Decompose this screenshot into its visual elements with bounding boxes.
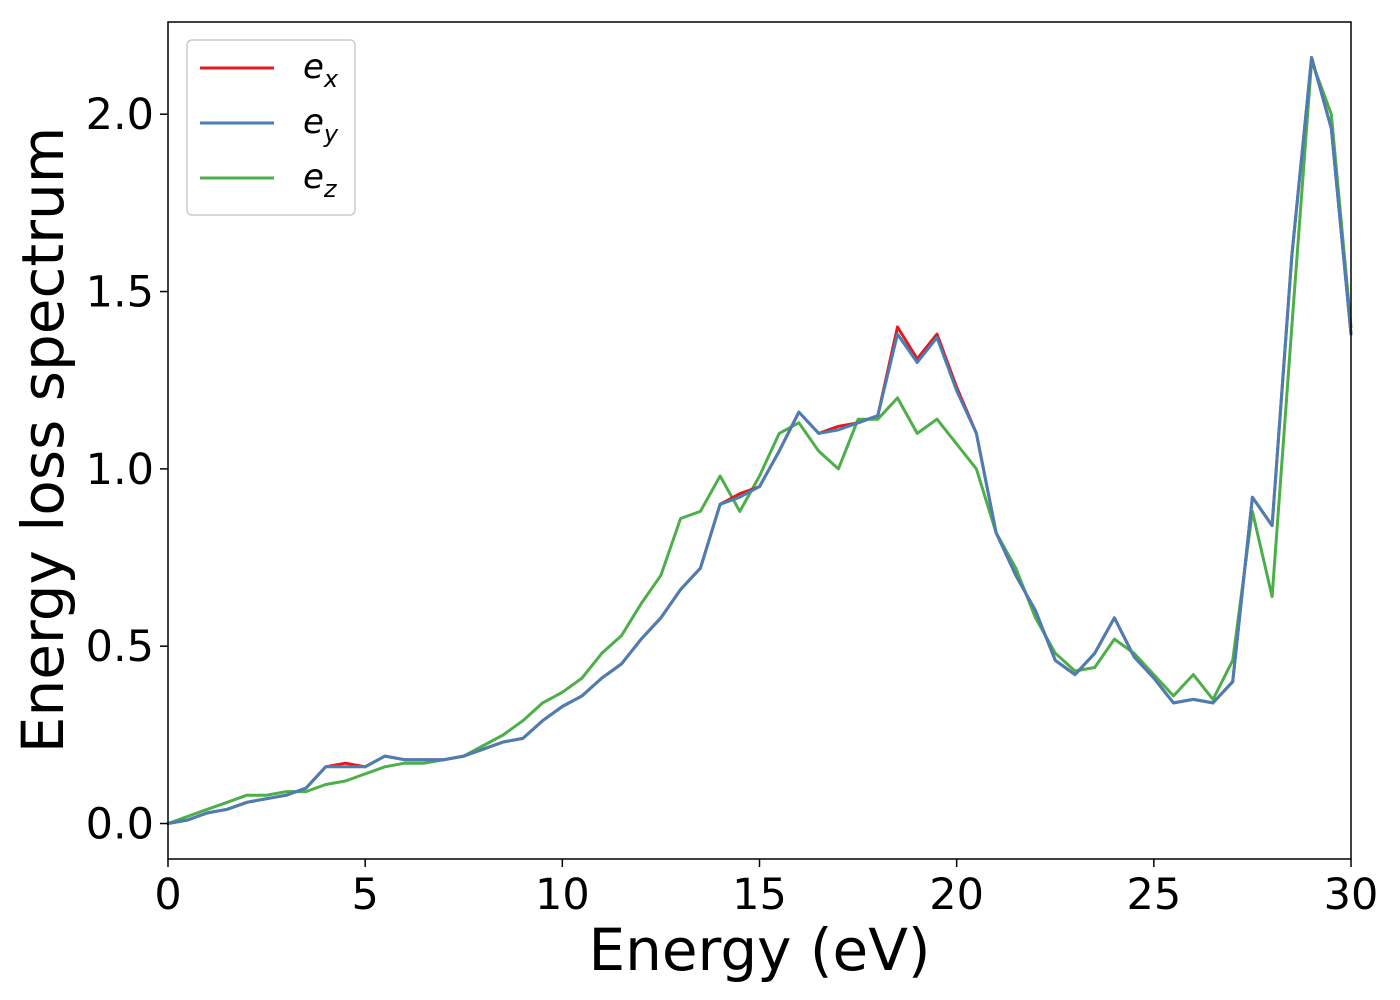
y-tick-label: 0.0 xyxy=(86,800,154,850)
y-tick-label: 1.0 xyxy=(86,445,154,495)
series-line-ey xyxy=(166,56,1353,825)
x-tick-label: 30 xyxy=(1324,870,1379,920)
y-tick-label: 0.5 xyxy=(86,622,154,672)
y-tick-label: 2.0 xyxy=(86,90,154,140)
legend-label-ey: ey xyxy=(303,102,339,148)
x-tick-label: 5 xyxy=(351,870,378,920)
y-axis-ticks: 0.0 0.5 1.0 1.5 2.0 xyxy=(86,90,168,850)
legend-label-ex: ex xyxy=(303,47,339,93)
x-tick-label: 20 xyxy=(929,870,984,920)
x-tick-label: 10 xyxy=(535,870,590,920)
x-tick-label: 25 xyxy=(1126,870,1181,920)
x-axis-ticks: 0 5 10 15 20 25 30 xyxy=(154,859,1378,920)
y-tick-label: 1.5 xyxy=(86,268,154,318)
legend-box xyxy=(186,39,356,216)
series-line-ez xyxy=(166,59,1353,825)
plot-lines xyxy=(166,56,1353,825)
y-axis-label: Energy loss spectrum xyxy=(9,127,77,753)
x-tick-label: 0 xyxy=(154,870,181,920)
x-axis-label: Energy (eV) xyxy=(588,916,930,984)
x-tick-label: 15 xyxy=(732,870,787,920)
